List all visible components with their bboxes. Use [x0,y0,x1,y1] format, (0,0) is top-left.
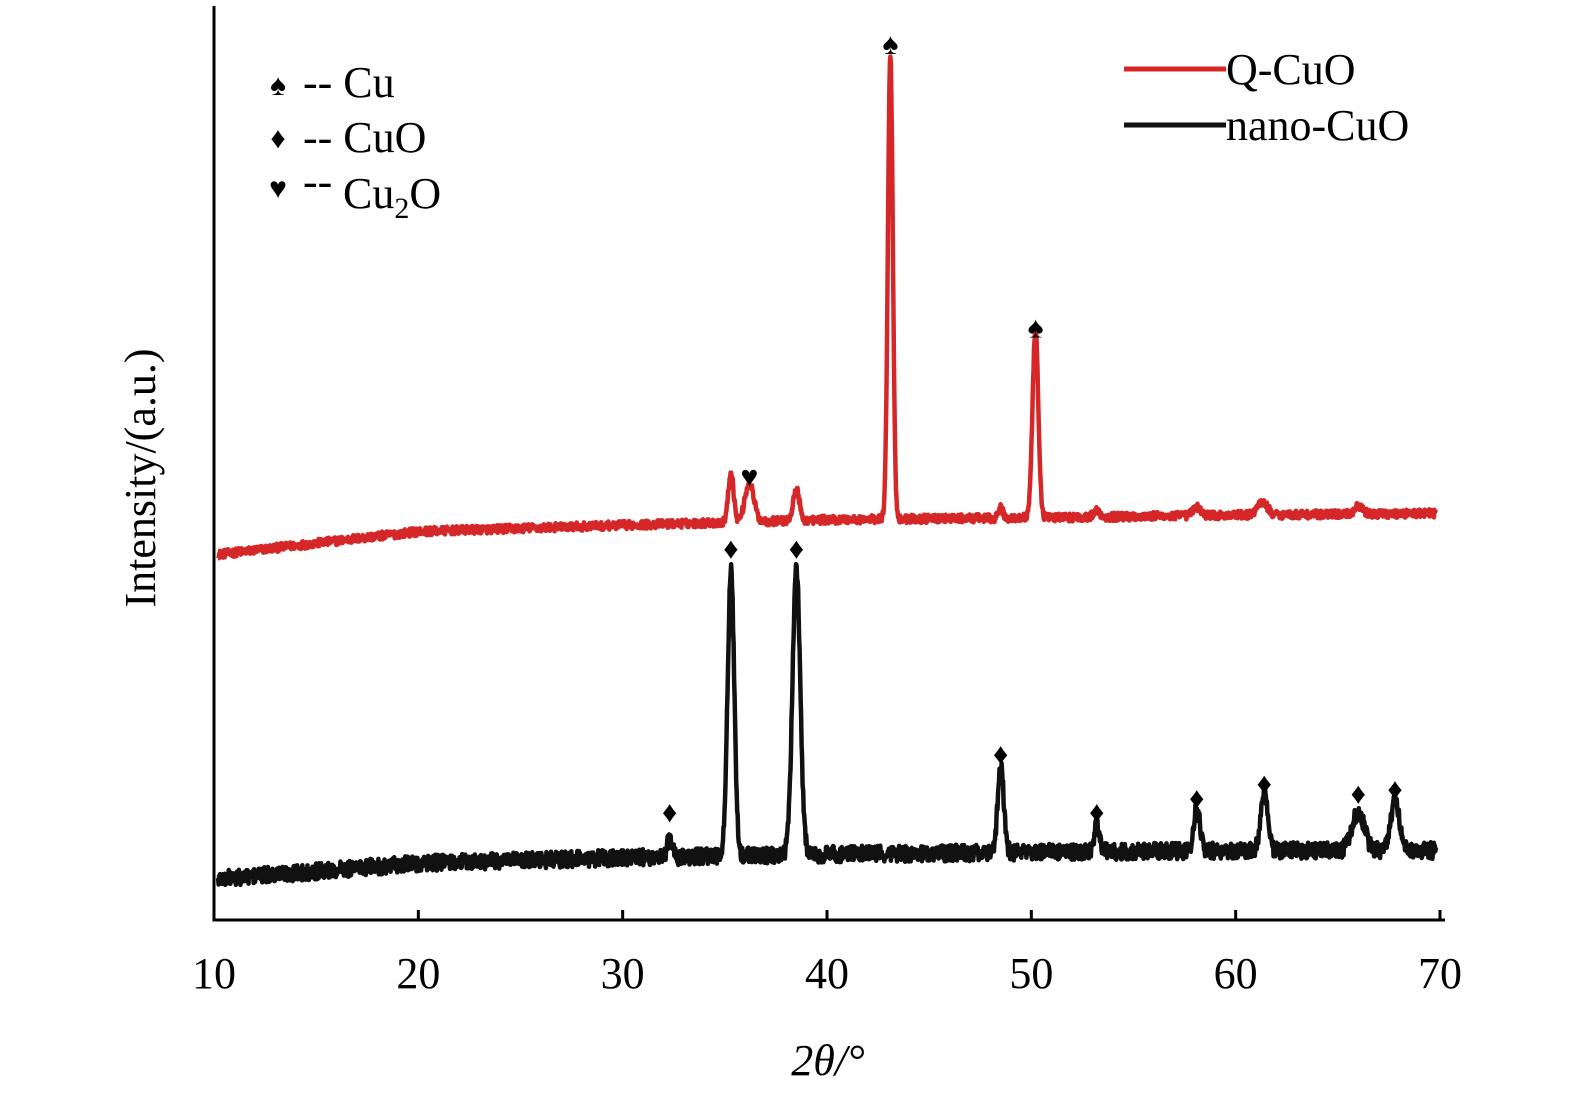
series-layer [215,54,1439,888]
phase-legend-cuo: ♦ -- CuO [270,113,426,162]
series-legend: Q-CuO nano-CuO [1124,45,1409,150]
x-ticks: 10 20 30 40 50 60 70 [192,910,1462,998]
cuo-peak-marker: ♦ [1387,773,1402,806]
x-tick-label: 10 [192,949,236,998]
cu-peak-marker: ♠ [1027,311,1043,344]
cu2o-tail: O [409,169,441,218]
cu2o-subscript: 2 [394,192,409,225]
phase-label-cuo: -- CuO [303,113,426,162]
cuo-peak-marker: ♦ [662,796,677,829]
legend-label-q-cuo: Q-CuO [1226,45,1356,94]
heart-symbol: ♥ [269,172,287,205]
cuo-peak-marker: ♦ [1257,767,1272,800]
spade-symbol: ♠ [270,69,286,102]
phase-label-cu: -- Cu [303,58,395,107]
phase-legend-cu: ♠ -- Cu [270,58,395,107]
x-tick-label: 40 [805,949,849,998]
cuo-peak-marker: ♦ [1351,778,1366,811]
phase-legend: ♠ -- Cu ♦ -- CuO ♥ -- Cu2O [269,58,441,225]
x-axis-title: 2θ/° [791,1036,864,1085]
cuo-peak-marker: ♦ [993,738,1008,771]
x-tick-label: 60 [1214,949,1258,998]
series-line-q-cuo [216,54,1439,561]
cu-peak-marker: ♠ [882,28,898,61]
x-tick-label: 70 [1418,949,1462,998]
cuo-peak-marker: ♦ [1189,782,1204,815]
x-tick-label: 30 [601,949,645,998]
phase-legend-cu2o: ♥ -- Cu2O [269,157,441,225]
series-line-nano-cuo [215,561,1439,888]
diamond-symbol: ♦ [270,122,285,155]
x-tick-label: 50 [1009,949,1053,998]
cuo-peak-marker: ♦ [789,533,804,566]
x-tick-label: 20 [396,949,440,998]
cu2o-main: Cu [343,169,394,218]
cuo-peak-marker: ♦ [723,533,738,566]
phase-label-cu2o: Cu2O [343,169,441,225]
y-axis-title: Intensity/(a.u.) [116,348,165,607]
legend-label-nano-cuo: nano-CuO [1226,101,1409,150]
peak-annotations: ♠ ♠ ♥ ♦ ♦ ♦ ♦ ♦ ♦ ♦ ♦ ♦ [662,28,1403,829]
phase-label-dashes: -- [303,157,332,206]
cuo-peak-marker: ♦ [1089,796,1104,829]
cu2o-peak-marker: ♥ [740,460,758,493]
